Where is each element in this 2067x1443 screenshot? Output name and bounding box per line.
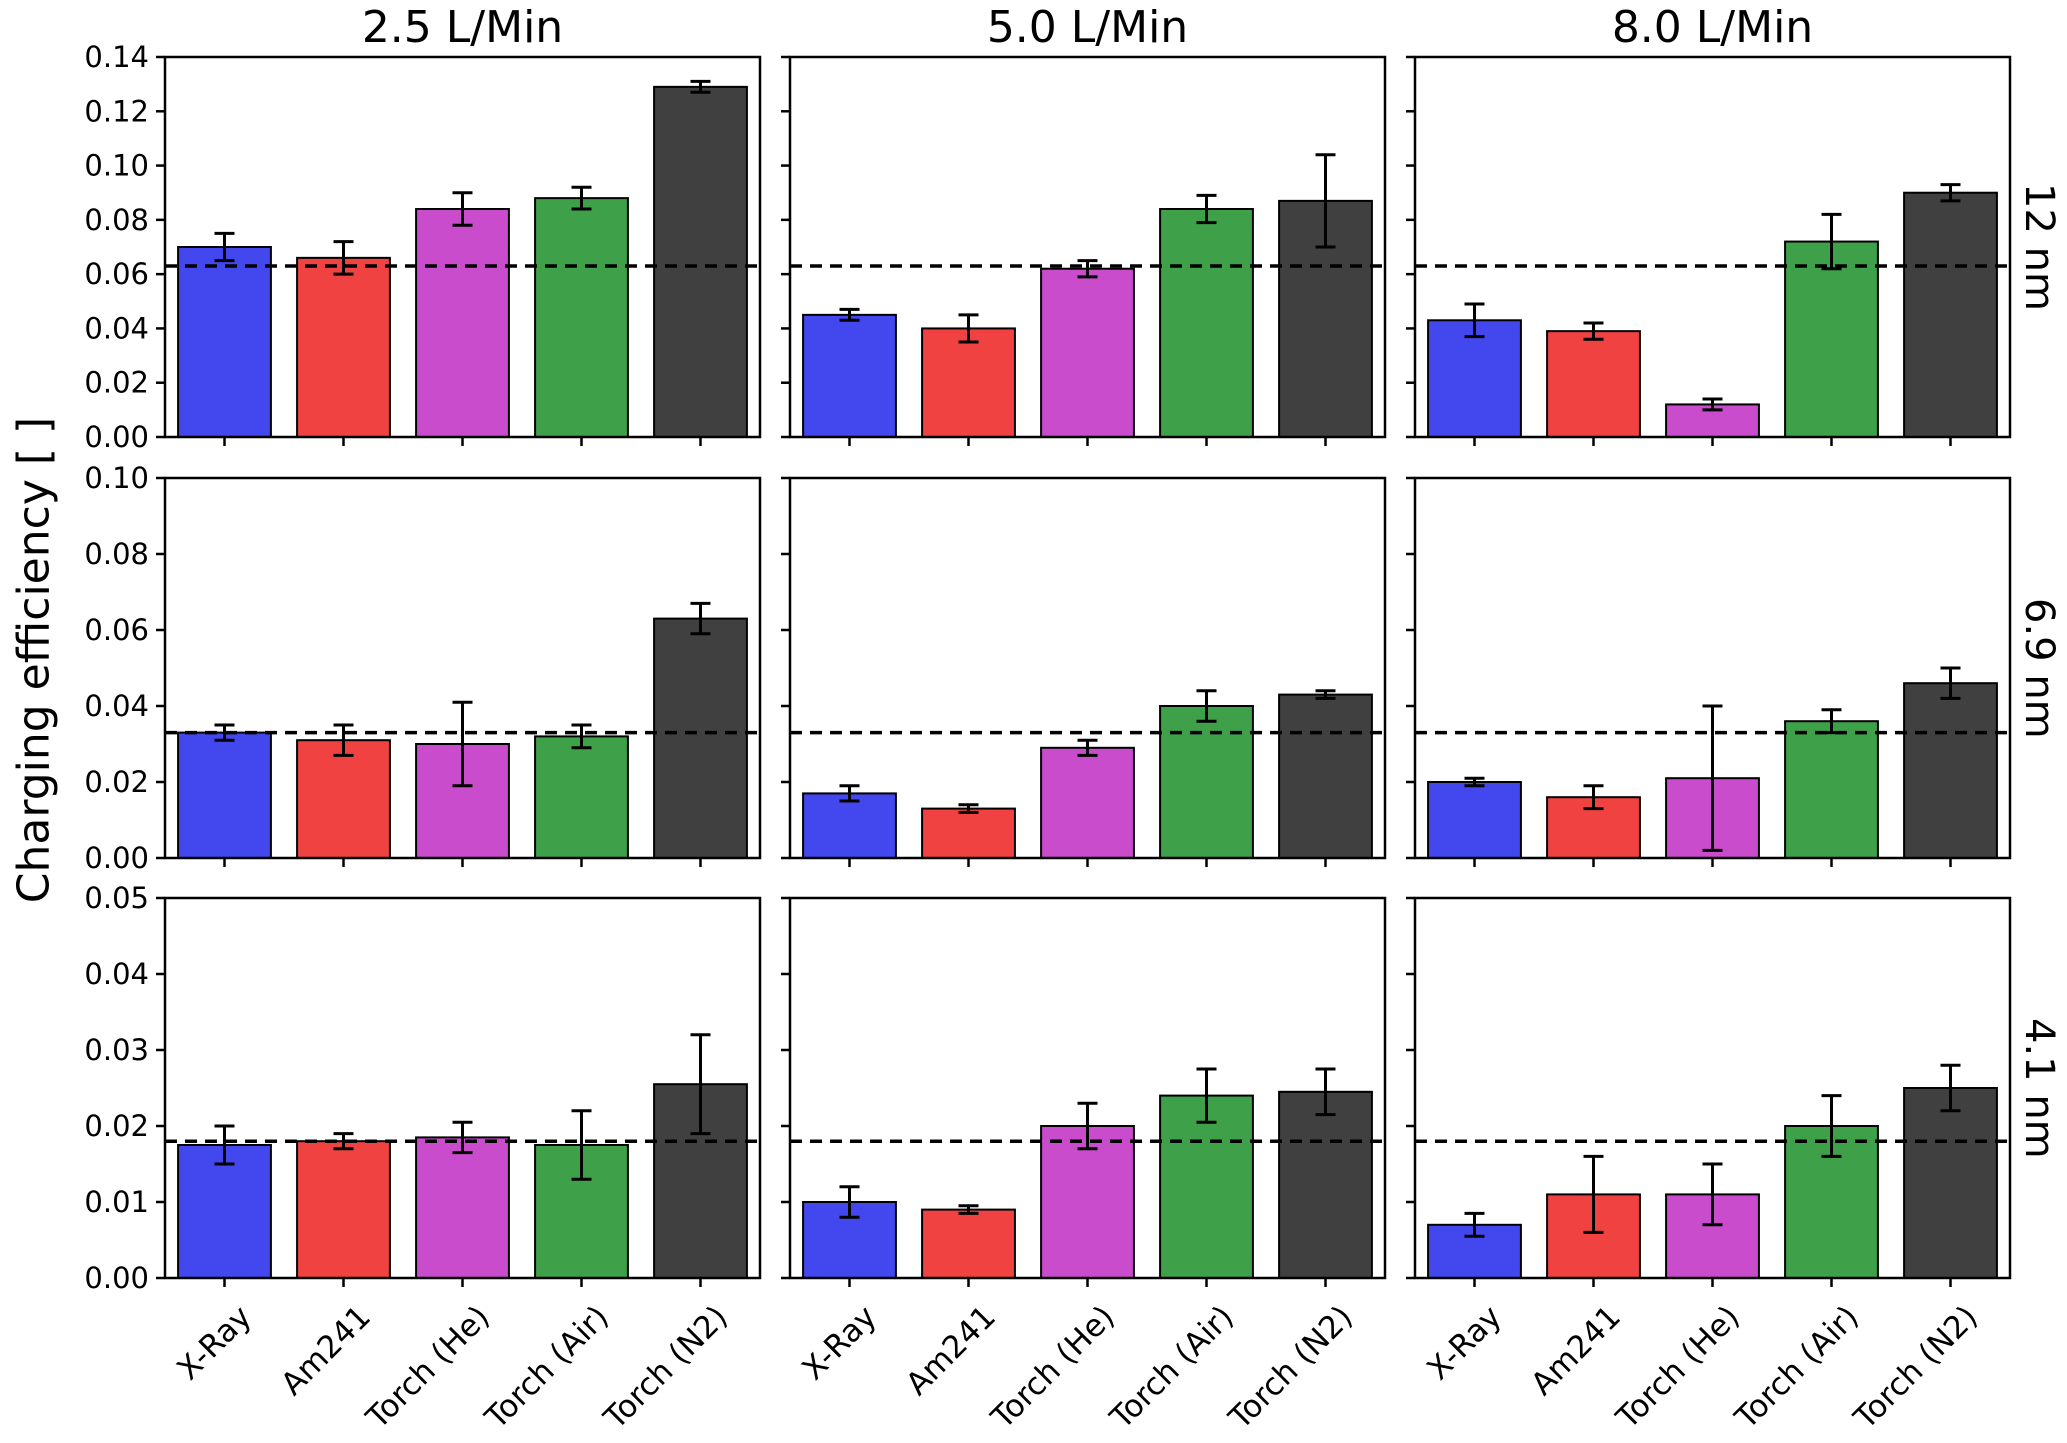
chart-panel-4-1-nm-2-5-l-min: 0.000.010.020.030.040.05X-Ray Am241Torch …: [84, 881, 762, 1437]
y-tick-label: 0.00: [84, 841, 149, 875]
y-tick-label: 0.00: [84, 420, 149, 454]
x-tick-label-torch-air: Torch (Air): [1103, 1299, 1241, 1437]
y-tick-label: 0.04: [84, 689, 149, 723]
x-tick-label-torch-air: Torch (Air): [1728, 1299, 1866, 1437]
chart-panel-6-9-nm-8-0-l-min: [1406, 476, 2012, 867]
bar-torch-air: [1784, 240, 1879, 438]
x-tick-label-am241: Am241: [274, 1299, 378, 1403]
bar-x-ray: [177, 731, 272, 859]
bar-am241: [921, 1208, 1016, 1279]
x-tick-label-am241: Am241: [899, 1299, 1003, 1403]
bar-torch-air: [1159, 705, 1254, 859]
bar-torch-n2: [653, 617, 748, 859]
chart-panel-6-9-nm-2-5-l-min: 0.00 0.02 0.04 0.06 0.08 0.10: [84, 461, 762, 875]
x-tick-label-x-ray: X-Ray: [795, 1299, 883, 1387]
y-tick-label: 0.06: [84, 257, 149, 291]
chart-panel-12-nm-5-0-l-min: [781, 55, 1387, 446]
chart-panel-6-9-nm-5-0-l-min: [781, 476, 1387, 867]
chart-panel-12-nm-2-5-l-min: 0.00 0.02 0.04 0.06 0.08 0.10 0.12 0.14: [84, 40, 762, 454]
bar-torch-air: [1159, 208, 1254, 438]
y-tick-label: 0.10: [84, 461, 149, 495]
x-tick-label-x-ray: X-Ray: [1420, 1299, 1508, 1387]
bar-torch-he: [415, 208, 510, 438]
row-label-12nm: 12 nm: [2016, 183, 2062, 311]
y-tick-label: 0.02: [84, 765, 149, 799]
y-tick-label: 0.04: [84, 957, 149, 991]
x-tick-label-torch-he: Torch (He): [1609, 1299, 1747, 1437]
bar-am241: [921, 807, 1016, 859]
bar-torch-n2: [1278, 1090, 1373, 1280]
y-tick-label: 0.01: [84, 1185, 149, 1219]
bar-x-ray: [177, 246, 272, 438]
bar-torch-he: [415, 1136, 510, 1280]
bar-x-ray: [1427, 781, 1522, 859]
panel-frame: [163, 476, 762, 860]
y-tick-label: 0.14: [84, 40, 149, 74]
row-label-6.9nm: 6.9 nm: [2016, 597, 2062, 739]
row-label-4.1nm: 4.1 nm: [2016, 1017, 2062, 1159]
x-tick-label-torch-n2: Torch (N2): [597, 1299, 735, 1437]
panel-frame: [163, 896, 762, 1280]
bar-am241: [921, 327, 1016, 438]
bar-torch-n2: [1903, 682, 1998, 860]
bar-torch-he: [1040, 267, 1135, 439]
y-tick-label: 0.00: [84, 1261, 149, 1295]
y-tick-label: 0.06: [84, 613, 149, 647]
bar-am241: [296, 1140, 391, 1279]
panel-frame: [1413, 896, 2012, 1280]
bar-torch-n2: [1903, 191, 1998, 438]
panel-frame: [1413, 55, 2012, 439]
bar-torch-air: [1159, 1094, 1254, 1279]
x-tick-label-torch-air: Torch (Air): [478, 1299, 616, 1437]
bar-x-ray: [802, 792, 897, 860]
panel-frame: [1413, 476, 2012, 860]
y-tick-label: 0.03: [84, 1033, 149, 1067]
x-tick-label-torch-n2: Torch (N2): [1847, 1299, 1985, 1437]
column-title-flow-2.5: 2.5 L/Min: [361, 2, 564, 53]
x-tick-label-torch-he: Torch (He): [984, 1299, 1122, 1437]
bar-torch-air: [1784, 720, 1879, 860]
y-tick-label: 0.08: [84, 203, 149, 237]
y-tick-label: 0.10: [84, 149, 149, 183]
bar-torch-air: [534, 1144, 629, 1279]
y-tick-label: 0.05: [84, 881, 149, 915]
column-title-flow-5.0: 5.0 L/Min: [986, 2, 1189, 53]
bar-am241: [1546, 330, 1641, 438]
y-tick-label: 0.04: [84, 311, 149, 345]
x-tick-label-am241: Am241: [1524, 1299, 1628, 1403]
x-tick-label-x-ray: X-Ray: [170, 1299, 258, 1387]
y-tick-label: 0.12: [84, 94, 149, 128]
bar-torch-he: [1040, 746, 1135, 859]
x-tick-label-torch-n2: Torch (N2): [1222, 1299, 1360, 1437]
bar-torch-n2: [653, 85, 748, 438]
bar-torch-n2: [1278, 693, 1373, 859]
chart-panel-12-nm-8-0-l-min: [1406, 55, 2012, 446]
bar-torch-air: [534, 735, 629, 860]
panel-frame: [163, 55, 762, 439]
bar-torch-he: [1040, 1125, 1135, 1279]
x-tick-label-torch-he: Torch (He): [359, 1299, 497, 1437]
bar-am241: [296, 256, 391, 438]
y-tick-label: 0.02: [84, 366, 149, 400]
bar-x-ray: [802, 313, 897, 439]
bar-torch-air: [534, 197, 629, 438]
panel-frame: [788, 55, 1387, 439]
column-title-flow-8.0: 8.0 L/Min: [1611, 2, 1814, 53]
bar-x-ray: [177, 1144, 272, 1279]
bar-am241: [296, 739, 391, 860]
panel-frame: [788, 476, 1387, 860]
panel-frame: [788, 896, 1387, 1280]
bar-torch-n2: [1903, 1087, 1998, 1279]
y-tick-label: 0.08: [84, 537, 149, 571]
y-tick-label: 0.02: [84, 1109, 149, 1143]
